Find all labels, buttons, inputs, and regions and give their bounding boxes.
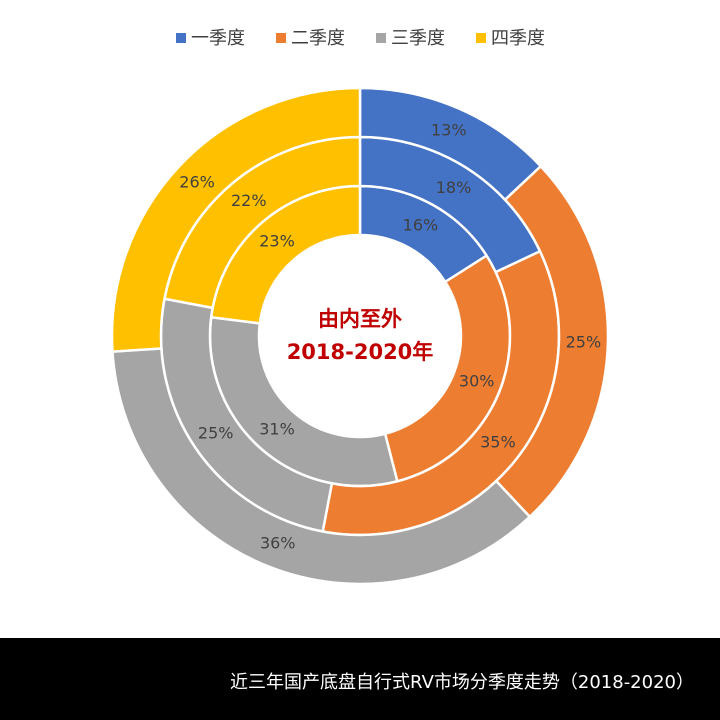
data-label: 23% xyxy=(259,231,295,250)
data-label: 36% xyxy=(260,533,296,552)
data-label: 35% xyxy=(480,432,516,451)
ring-segment xyxy=(110,86,362,353)
data-label: 22% xyxy=(231,191,267,210)
legend-swatch xyxy=(176,33,186,43)
center-annotation: 2018-2020年 xyxy=(287,340,434,364)
data-label: 26% xyxy=(179,173,215,192)
data-label: 30% xyxy=(459,372,495,391)
data-label: 18% xyxy=(436,178,472,197)
legend-swatch xyxy=(376,33,386,43)
footer-text: 近三年国产底盘自行式RV市场分季度走势（2018-2020） xyxy=(230,672,694,693)
data-label: 16% xyxy=(403,216,439,235)
footer: 近三年国产底盘自行式RV市场分季度走势（2018-2020） xyxy=(0,638,720,720)
legend-swatch xyxy=(276,33,286,43)
legend-label: 三季度 xyxy=(391,28,445,49)
legend-swatch xyxy=(476,33,486,43)
data-label: 31% xyxy=(259,420,295,439)
legend-label: 一季度 xyxy=(191,28,245,49)
legend-label: 二季度 xyxy=(291,28,345,49)
data-label: 25% xyxy=(198,424,234,443)
data-label: 25% xyxy=(566,333,602,352)
center-annotation: 由内至外 xyxy=(318,307,402,331)
chart: 由内至外 2018-2020年 16% 30% 31% 23% 18% 35% 25% 22%… xyxy=(110,28,610,586)
data-label: 13% xyxy=(431,120,467,139)
legend-label: 四季度 xyxy=(491,28,545,49)
